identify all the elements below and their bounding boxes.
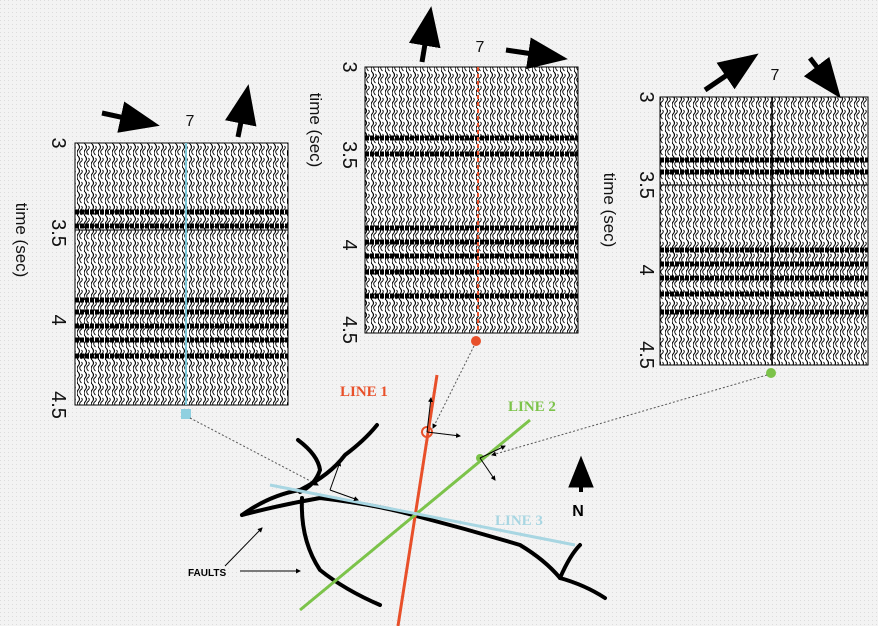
- tick-label: 3: [635, 91, 657, 102]
- trace-label: 7: [186, 113, 195, 130]
- line-label: LINE 3: [495, 513, 543, 529]
- section: [660, 97, 868, 365]
- page: {"panels":[ {"axis_label":"time (sec)","…: [0, 0, 878, 626]
- section: [365, 67, 578, 333]
- line-label: LINE 2: [508, 399, 556, 415]
- tick-label: 4: [47, 314, 69, 325]
- location-marker: [766, 368, 776, 378]
- tick-label: 3: [47, 137, 69, 148]
- tick-label: 4.5: [47, 391, 69, 419]
- axis-label: time (sec): [12, 203, 31, 278]
- axis-label: time (sec): [600, 173, 619, 248]
- tick-label: 3.5: [635, 171, 657, 199]
- figure: 3 3.5 4 4.5 time (sec) 7 3 3.5 4 4.5 tim…: [0, 0, 878, 626]
- line-label: LINE 1: [340, 384, 388, 400]
- location-marker: [471, 336, 481, 346]
- tick-label: 3.5: [338, 141, 360, 169]
- location-marker: [181, 409, 191, 419]
- trace-label: 7: [771, 67, 780, 84]
- north-label: N: [572, 503, 584, 520]
- tick-label: 4: [635, 264, 657, 275]
- axis-label: time (sec): [306, 93, 325, 168]
- tick-label: 3.5: [47, 219, 69, 247]
- tick-label: 4: [338, 239, 360, 250]
- tick-label: 4.5: [635, 341, 657, 369]
- trace-label: 7: [476, 39, 485, 56]
- section: [75, 143, 288, 405]
- tick-label: 4.5: [338, 316, 360, 344]
- faults-label: FAULTS: [188, 568, 226, 579]
- tick-label: 3: [338, 61, 360, 72]
